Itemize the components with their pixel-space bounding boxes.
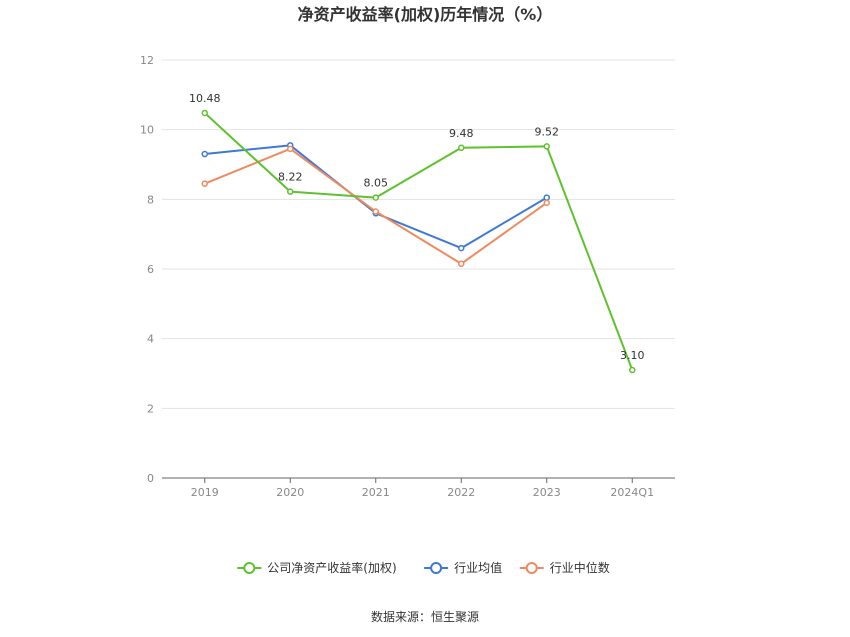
legend-label: 行业中位数	[550, 560, 610, 575]
data-point	[287, 188, 294, 195]
data-point	[287, 145, 294, 153]
data-point	[201, 180, 208, 187]
series-line-0	[204, 112, 634, 371]
legend-item-0[interactable]: 公司净资产收益率(加权)	[237, 560, 397, 575]
x-tick-label: 2021	[362, 486, 390, 499]
grid-lines: 0 2 4 6 8 10 12	[140, 54, 675, 485]
data-label: 8.22	[278, 171, 303, 184]
legend-item-1[interactable]: 行业均值	[424, 560, 502, 575]
series-line-2	[204, 147, 548, 265]
data-label: 9.52	[535, 125, 560, 138]
data-label: 10.48	[189, 92, 221, 105]
series-lines	[201, 109, 636, 374]
legend-swatch-marker	[430, 562, 443, 574]
legend-label: 行业均值	[454, 560, 502, 575]
legend-swatch-marker	[243, 562, 256, 574]
y-tick-label: 2	[147, 402, 154, 415]
x-tick-label: 2023	[533, 486, 561, 499]
data-point	[201, 109, 208, 117]
data-point	[543, 194, 550, 201]
data-point	[201, 150, 208, 158]
y-tick-label: 4	[147, 333, 154, 346]
data-label: 8.05	[364, 177, 389, 190]
chart-title: 净资产收益率(加权)历年情况（%）	[298, 5, 553, 24]
y-tick-label: 8	[147, 193, 154, 206]
x-tick-label: 2019	[191, 486, 219, 499]
legend-swatch-marker	[525, 562, 538, 574]
x-axis: 2019 2020 2021 2022 2023 2024Q1	[162, 477, 675, 499]
legend[interactable]: 公司净资产收益率(加权) 行业均值 行业中位数	[237, 560, 610, 575]
data-point	[458, 144, 465, 152]
data-point	[543, 199, 550, 207]
data-point	[543, 143, 550, 150]
data-point	[372, 194, 379, 201]
data-labels: 10.48 8.22 8.05 9.48 9.52 3.10	[189, 92, 645, 362]
data-point	[372, 208, 379, 215]
data-point	[458, 244, 465, 252]
y-tick-label: 6	[147, 263, 154, 276]
data-point	[458, 260, 465, 268]
x-tick-label: 2022	[447, 486, 475, 499]
y-tick-label: 0	[147, 472, 154, 485]
legend-label: 公司净资产收益率(加权)	[267, 560, 396, 575]
y-tick-label: 10	[140, 124, 154, 137]
data-label: 3.10	[620, 349, 645, 362]
source-note: 数据来源：恒生聚源	[371, 609, 479, 624]
data-label: 9.48	[449, 127, 474, 140]
data-point	[629, 366, 636, 374]
x-tick-label: 2024Q1	[610, 486, 654, 499]
legend-item-2[interactable]: 行业中位数	[519, 560, 610, 575]
y-tick-label: 12	[140, 54, 154, 67]
x-tick-label: 2020	[276, 486, 304, 499]
